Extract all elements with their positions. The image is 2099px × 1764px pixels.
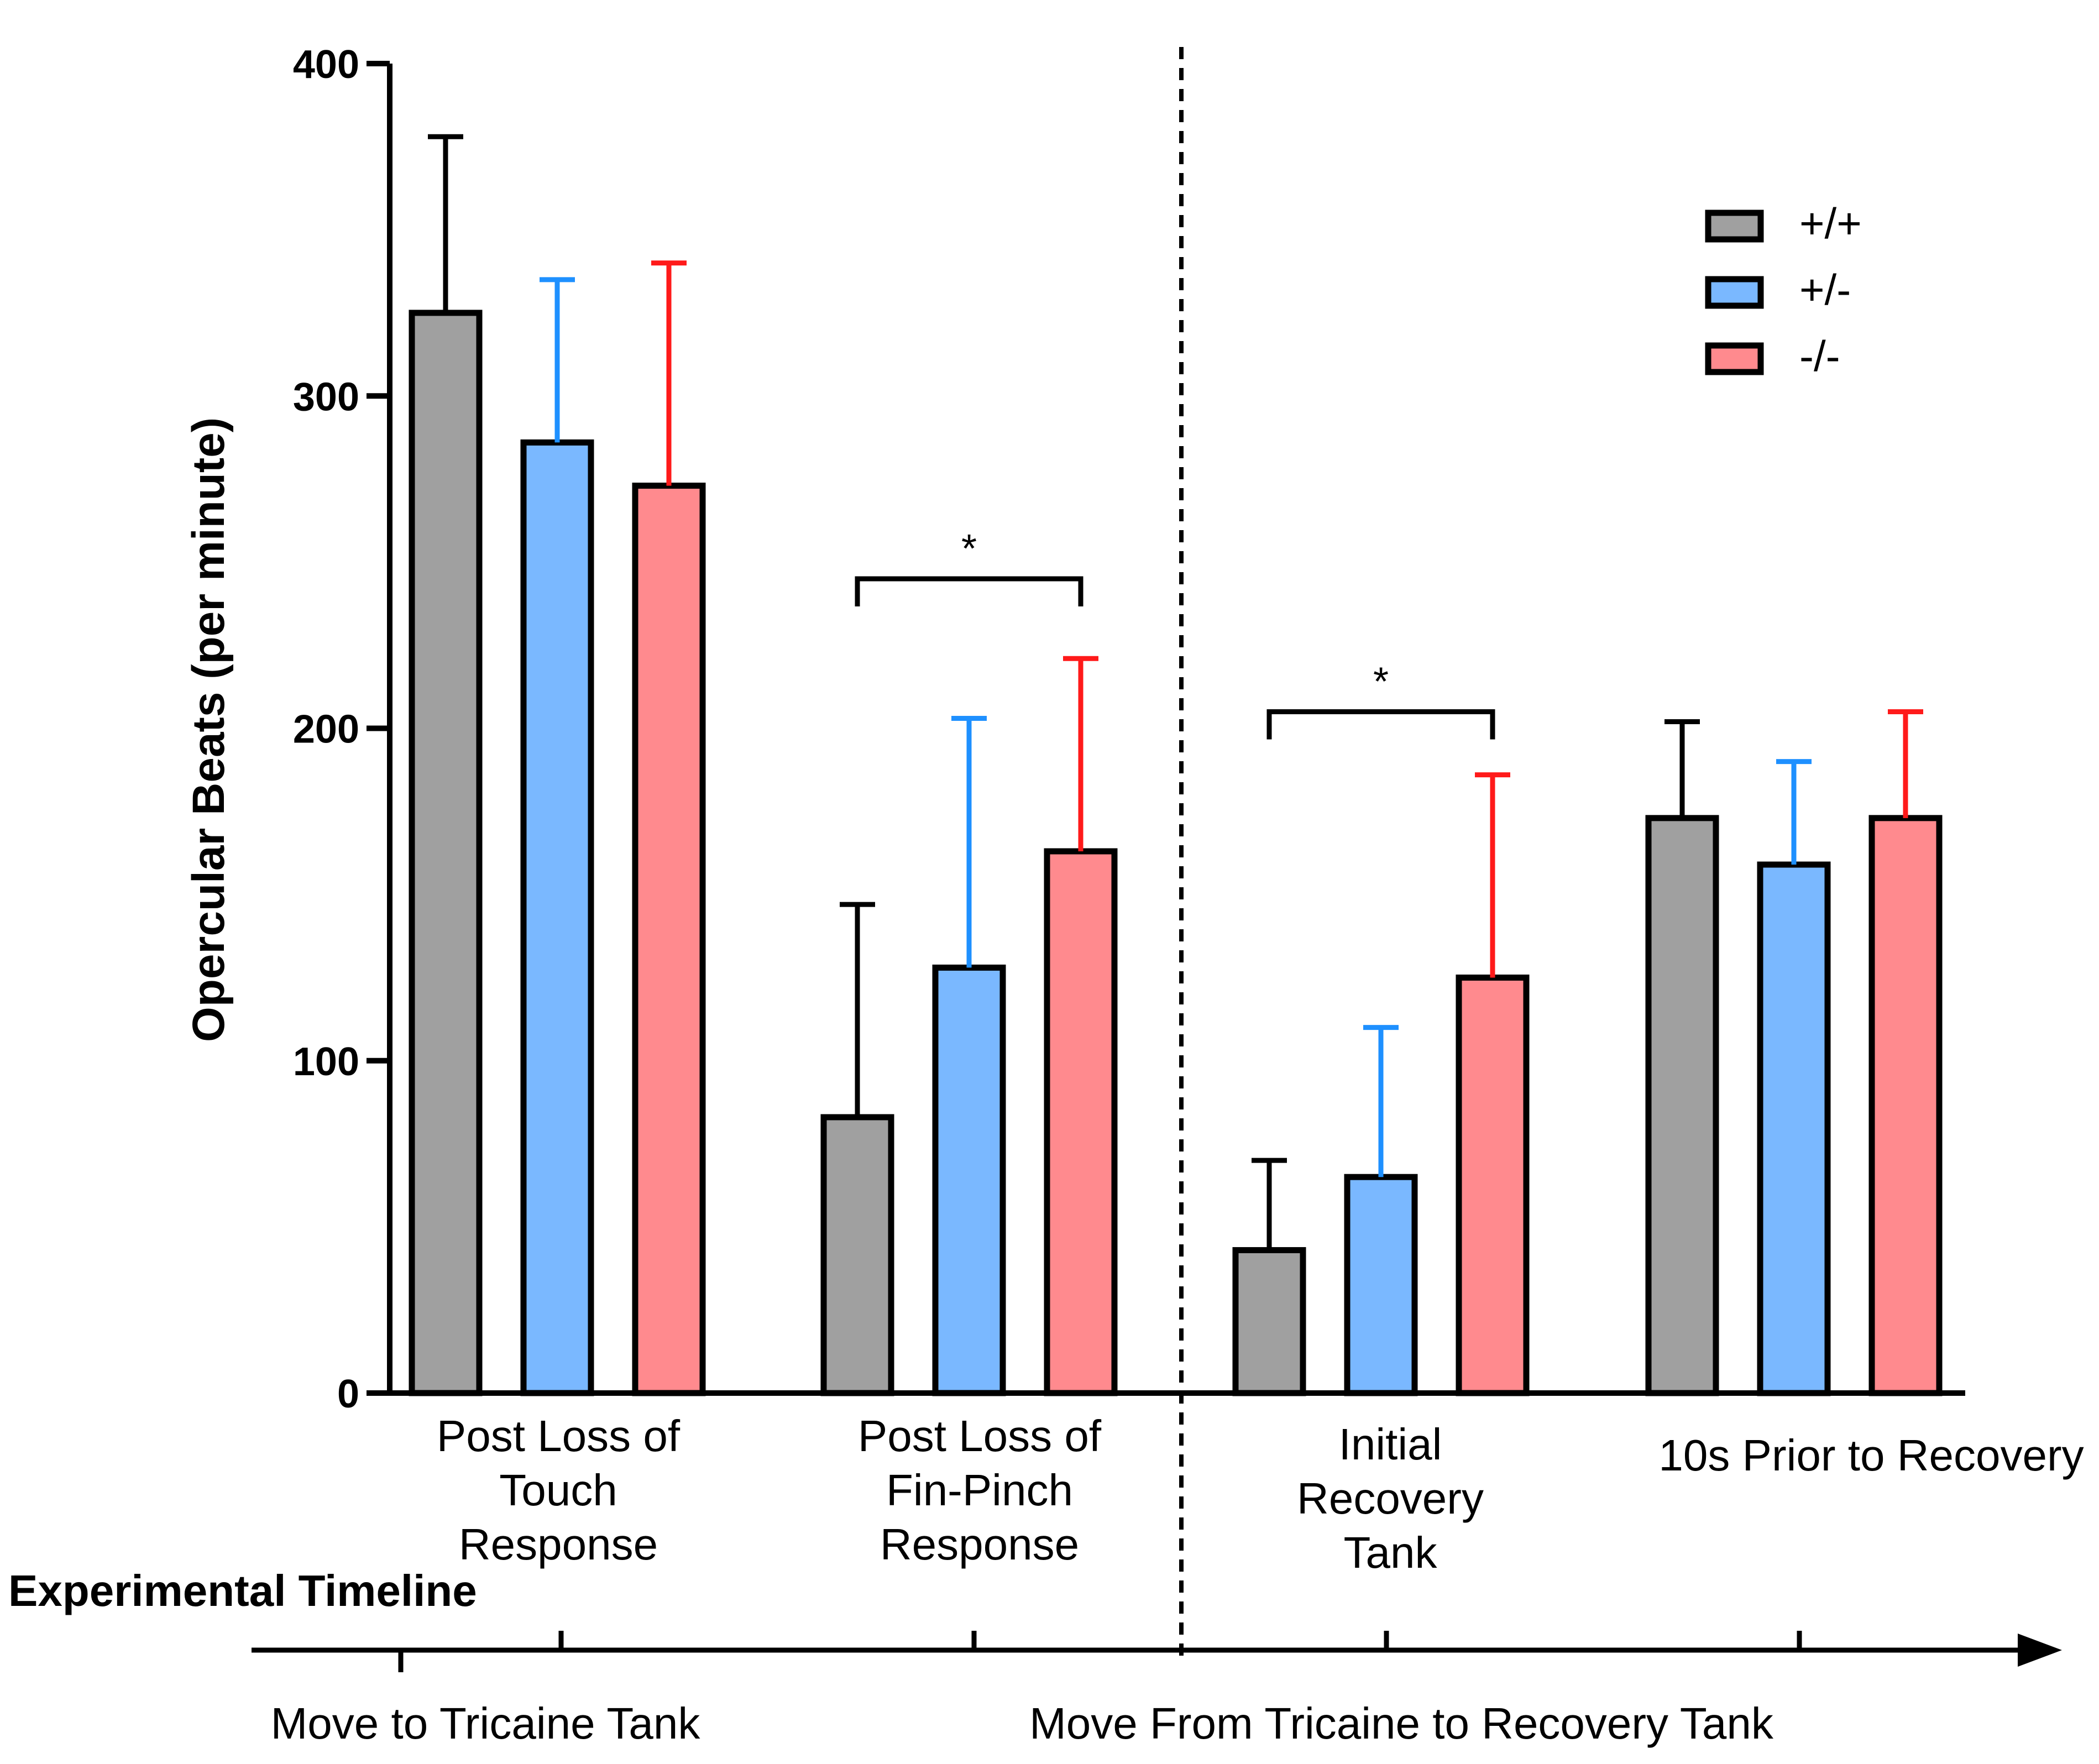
x-category-label: Response (880, 1520, 1079, 1569)
x-category-label: Fin-Pinch (886, 1465, 1073, 1515)
x-category-label: Recovery (1297, 1474, 1484, 1523)
legend: +/+ +/- -/- (1705, 199, 1862, 380)
bar (520, 439, 594, 1396)
bar (932, 964, 1006, 1396)
y-tick-label: 200 (293, 708, 359, 752)
legend-swatch (1705, 276, 1764, 309)
significance-label: * (1373, 659, 1389, 704)
x-category-label: Response (459, 1520, 658, 1569)
bar (409, 310, 483, 1396)
x-category-label: Tank (1344, 1528, 1438, 1577)
y-tick-label: 300 (293, 375, 359, 419)
y-ticks: 0 100 200 300 400 (293, 43, 390, 1416)
y-tick-label: 100 (293, 1040, 359, 1084)
legend-label: +/+ (1799, 199, 1862, 248)
y-tick-label: 400 (293, 43, 359, 87)
x-category-label: Post Loss of (437, 1411, 681, 1461)
bar (632, 483, 706, 1396)
legend-swatch (1705, 342, 1764, 375)
bar (1757, 861, 1831, 1396)
y-axis-label: Opercular Beats (per minute) (184, 417, 234, 1042)
legend-swatch (1705, 210, 1764, 243)
bar (1232, 1247, 1306, 1396)
bar (1868, 815, 1943, 1396)
bar (1344, 1174, 1418, 1396)
bar (1645, 815, 1719, 1396)
significance-label: * (961, 527, 977, 571)
error-bars (428, 134, 1923, 1250)
significance-bracket (855, 576, 1083, 606)
bars (409, 310, 1943, 1396)
timeline-middle-label: Move From Tricaine to Recovery Tank (1029, 1699, 1774, 1748)
significance-bracket (1266, 709, 1495, 740)
bar (820, 1114, 894, 1396)
legend-label: +/- (1799, 265, 1851, 314)
y-tick-label: 0 (337, 1372, 359, 1416)
legend-label: -/- (1799, 332, 1840, 380)
timeline-arrow (252, 1631, 2062, 1672)
x-category-label: Touch (499, 1465, 617, 1515)
axes (387, 64, 1965, 1396)
bar (1456, 974, 1530, 1396)
timeline-start-label: Move to Tricaine Tank (271, 1699, 701, 1748)
x-category-label: Post Loss of (858, 1411, 1102, 1461)
timeline-arrowhead (2018, 1634, 2062, 1667)
x-category-label: 10s Prior to Recovery (1658, 1431, 2084, 1480)
timeline-title: Experimental Timeline (8, 1566, 477, 1615)
bar (1044, 848, 1118, 1396)
significance-brackets: ** (855, 527, 1495, 740)
x-category-label: Initial (1339, 1420, 1442, 1469)
